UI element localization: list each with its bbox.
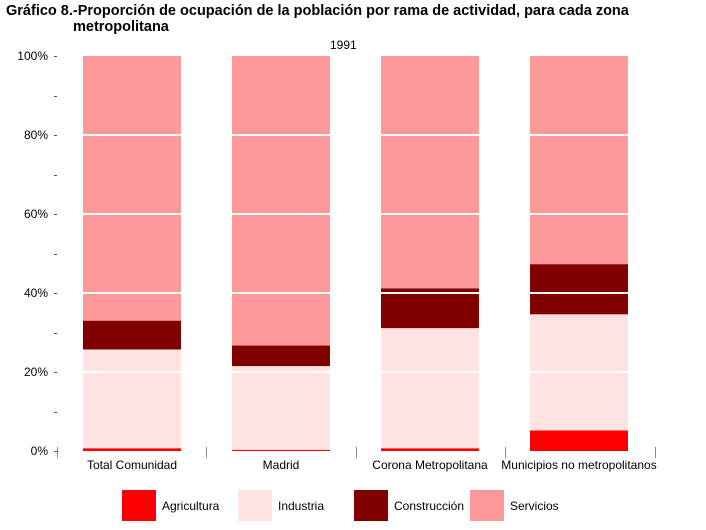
legend-swatch-servicios [470, 490, 504, 521]
bar-segment-industria [232, 366, 330, 450]
bar-segment-agricultura [530, 430, 628, 451]
legend-swatch-construcción [354, 490, 388, 521]
bar-segment-industria [381, 328, 479, 449]
x-tick-label: Municipios no metropolitanos [501, 458, 656, 472]
legend-label: Industria [278, 499, 324, 513]
legend-swatch-industria [238, 490, 272, 521]
y-tick-label: 40% [24, 286, 48, 300]
legend-swatch-agricultura [122, 490, 156, 521]
x-tick-label: Total Comunidad [87, 458, 177, 472]
y-tick-label: 100% [17, 49, 48, 63]
bar-segment-construcción [83, 320, 181, 350]
bar-segment-industria [83, 349, 181, 449]
y-tick-label: 80% [24, 128, 48, 142]
bar-segment-servicios [83, 56, 181, 321]
bar-segment-servicios [232, 56, 330, 346]
chart-title-line-1: Gráfico 8.-Proporción de ocupación de la… [6, 3, 629, 19]
bar-segment-construcción [530, 264, 628, 315]
chart-subtitle: 1991 [330, 38, 357, 52]
x-tick-label: Corona Metropolitana [372, 458, 488, 472]
x-tick-label: Madrid [263, 458, 300, 472]
chart-title: Gráfico 8.-Proporción de ocupación de la… [6, 3, 629, 35]
legend-label: Agricultura [162, 499, 220, 513]
y-tick-label: 20% [24, 365, 48, 379]
y-tick-label: 60% [24, 207, 48, 221]
y-tick-label: 0% [31, 444, 49, 458]
bar-segment-construcción [381, 288, 479, 329]
bar-segment-servicios [381, 56, 479, 289]
bar-segment-agricultura [83, 448, 181, 451]
bar-segment-servicios [530, 56, 628, 265]
chart-title-line-2: metropolitana [73, 19, 169, 35]
legend-label: Servicios [510, 499, 559, 513]
bar-segment-construcción [232, 345, 330, 367]
bar-segment-agricultura [381, 448, 479, 451]
bar-segment-agricultura [232, 449, 330, 451]
legend-label: Construcción [394, 499, 464, 513]
